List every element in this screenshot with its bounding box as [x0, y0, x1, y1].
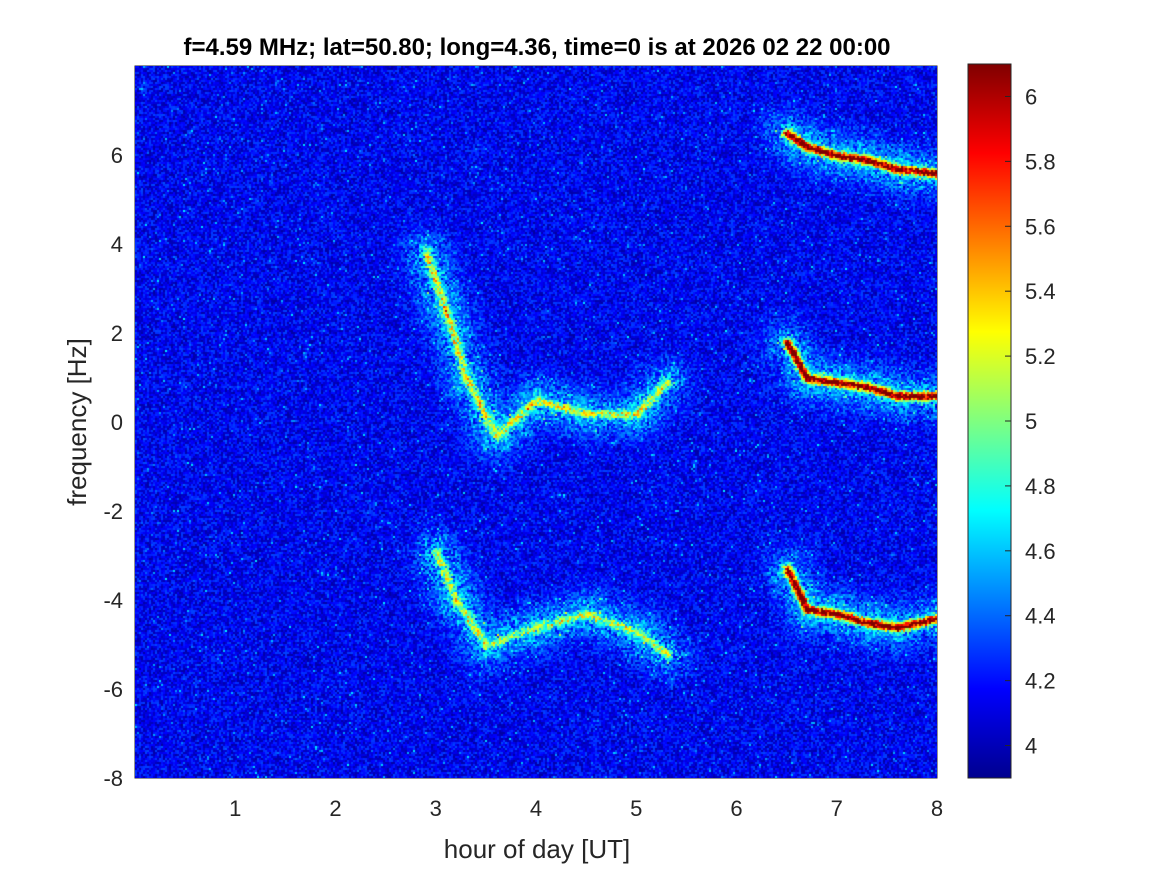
y-tick-label: 6	[111, 143, 123, 168]
colorbar-tick-label: 5.8	[1025, 149, 1056, 174]
y-tick-label: -4	[103, 588, 123, 613]
x-tick-label: 4	[530, 796, 542, 821]
colorbar-tick-label: 5.4	[1025, 279, 1056, 304]
spectrogram-image	[135, 66, 937, 778]
colorbar-ticks: 4 4.2 4.4 4.6 4.8 5 5.2 5.4 5.6 5.8 6	[1005, 84, 1056, 759]
colorbar-tick-label: 4.4	[1025, 604, 1056, 629]
y-axis-label: frequency [Hz]	[62, 338, 92, 506]
colorbar-tick-label: 4	[1025, 734, 1037, 759]
colorbar-tick-label: 6	[1025, 84, 1037, 109]
y-tick-label: 4	[111, 232, 123, 257]
colorbar-tick-label: 5	[1025, 409, 1037, 434]
chart-title: f=4.59 MHz; lat=50.80; long=4.36, time=0…	[183, 34, 890, 61]
y-tick-label: -6	[103, 677, 123, 702]
x-tick-label: 5	[630, 796, 642, 821]
y-tick-label: -8	[103, 766, 123, 791]
colorbar-tick-label: 4.2	[1025, 669, 1056, 694]
x-tick-label: 6	[730, 796, 742, 821]
x-tick-label: 8	[931, 796, 943, 821]
y-tick-label: -2	[103, 499, 123, 524]
colorbar-tick-label: 5.2	[1025, 344, 1056, 369]
x-tick-label: 7	[831, 796, 843, 821]
colorbar-tick-label: 4.6	[1025, 539, 1056, 564]
y-axis-ticks: -8 -6 -4 -2 0 2 4 6	[103, 143, 143, 791]
x-tick-label: 1	[229, 796, 241, 821]
colorbar	[967, 63, 1012, 779]
x-axis-label: hour of day [UT]	[444, 834, 630, 864]
x-tick-label: 3	[430, 796, 442, 821]
y-tick-label: 0	[111, 410, 123, 435]
colorbar-tick-label: 4.8	[1025, 474, 1056, 499]
x-tick-label: 2	[329, 796, 341, 821]
colorbar-tick-label: 5.6	[1025, 214, 1056, 239]
y-tick-label: 2	[111, 321, 123, 346]
